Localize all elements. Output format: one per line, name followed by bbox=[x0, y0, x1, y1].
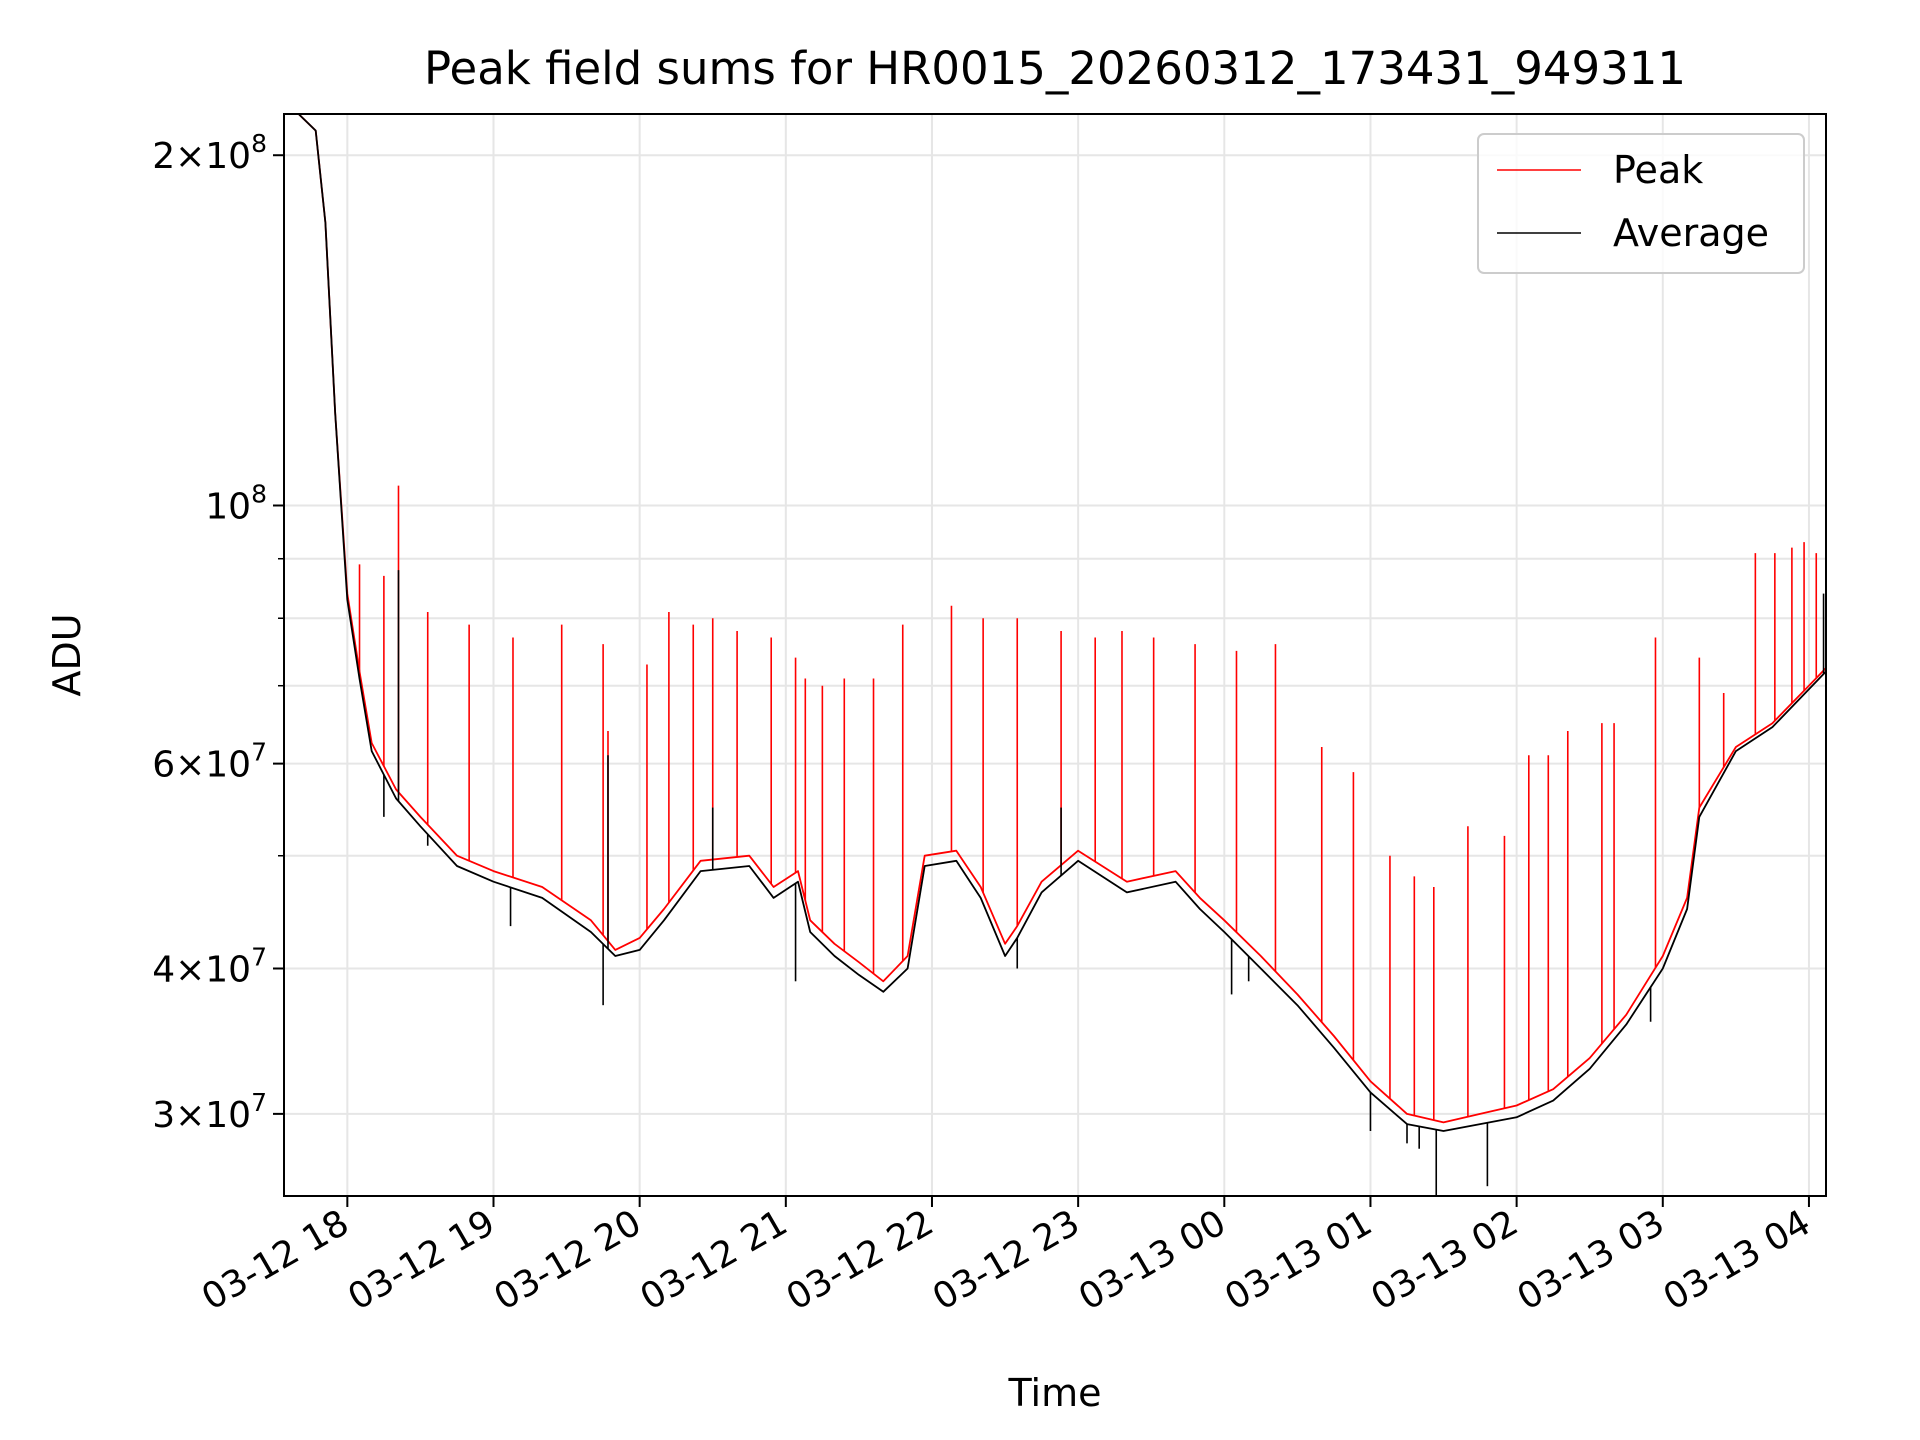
legend: Peak Average bbox=[1477, 133, 1805, 274]
y-tick-label: 4×107 bbox=[152, 943, 267, 991]
legend-frame bbox=[1477, 133, 1805, 274]
grid bbox=[284, 114, 1826, 1196]
series-line-average bbox=[284, 113, 1827, 1132]
y-tick-label: 3×107 bbox=[152, 1088, 267, 1136]
plot-frame bbox=[283, 113, 1827, 1197]
y-tick-label: 6×107 bbox=[152, 738, 267, 786]
y-axis-ticks: 2×108 108 6×107 4×107 3×107 bbox=[152, 129, 284, 1136]
x-axis-label: Time bbox=[1008, 1371, 1102, 1415]
series-layer bbox=[284, 113, 1827, 1196]
legend-label-average: Average bbox=[1613, 211, 1769, 255]
legend-label-peak: Peak bbox=[1613, 148, 1703, 192]
y-axis-label: ADU bbox=[45, 613, 89, 696]
series-line-peak bbox=[284, 113, 1827, 1124]
chart-title: Peak field sums for HR0015_20260312_1734… bbox=[424, 42, 1686, 95]
y-tick-label: 2×108 bbox=[152, 129, 267, 177]
y-tick-label: 108 bbox=[205, 479, 267, 527]
